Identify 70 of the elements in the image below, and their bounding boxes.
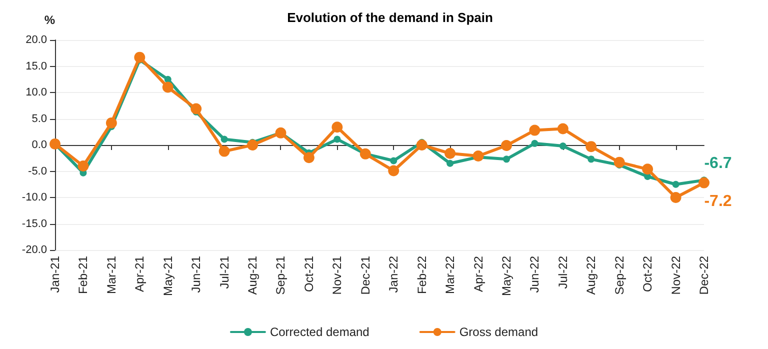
point <box>531 140 538 147</box>
point <box>614 156 625 168</box>
point <box>446 160 454 167</box>
x-tick-label: Jun-21 <box>189 256 204 293</box>
x-tick-label: Nov-22 <box>668 256 683 295</box>
data-label: -6.7 <box>704 155 732 172</box>
point <box>559 142 566 150</box>
point <box>218 146 230 157</box>
x-tick-label: Feb-21 <box>76 256 90 294</box>
y-tick-label: 0.0 <box>32 139 47 151</box>
x-tick-label: Mar-21 <box>104 256 118 294</box>
point <box>334 136 341 143</box>
y-tick-label: 5.0 <box>32 112 47 125</box>
y-tick-label: -5.0 <box>28 165 47 178</box>
x-tick-label: Dec-22 <box>697 256 711 295</box>
point <box>502 156 510 163</box>
x-tick-label: Jun-22 <box>528 256 542 293</box>
point <box>220 136 228 143</box>
data-label: -7.2 <box>704 192 732 210</box>
x-tick-label: Jan-22 <box>386 256 401 293</box>
point <box>303 152 314 164</box>
point <box>190 103 202 114</box>
x-tick-label: Feb-22 <box>414 256 429 294</box>
point <box>134 52 146 63</box>
point <box>529 124 540 136</box>
point <box>672 180 680 188</box>
y-axis-title: % <box>44 13 56 27</box>
x-tick-label: Oct-22 <box>640 256 655 292</box>
y-tick-label: -15.0 <box>22 218 47 230</box>
x-tick-label: Mar-22 <box>443 256 458 294</box>
y-tick-label: 15.0 <box>26 60 47 72</box>
x-tick-label: Oct-21 <box>302 256 316 292</box>
x-tick-label: Jul-21 <box>217 256 232 289</box>
point <box>390 157 398 164</box>
legend-label: Corrected demand <box>270 325 370 339</box>
y-tick-label: 20.0 <box>26 34 47 46</box>
point <box>416 140 428 150</box>
y-tick-label: -20.0 <box>22 244 47 256</box>
point <box>588 156 595 163</box>
y-tick-label: -10.0 <box>22 192 47 204</box>
x-tick-label: Jul-22 <box>556 256 570 289</box>
x-tick-label: Aug-21 <box>246 256 260 295</box>
chart-title: Evolution of the demand in Spain <box>287 10 493 25</box>
point <box>557 123 568 134</box>
point <box>388 165 400 176</box>
point <box>642 164 654 175</box>
x-tick-label: Dec-21 <box>358 256 372 295</box>
point <box>78 160 89 172</box>
x-tick-label: May-21 <box>160 256 175 296</box>
x-tick-label: Apr-22 <box>471 256 486 292</box>
point <box>332 122 343 133</box>
point <box>698 177 710 188</box>
point <box>670 192 682 203</box>
x-tick-label: Jan-21 <box>48 256 62 293</box>
point <box>500 140 512 152</box>
point <box>164 76 172 83</box>
point <box>586 141 597 152</box>
point <box>472 150 484 162</box>
point <box>247 140 258 150</box>
x-tick-label: Nov-21 <box>330 256 344 295</box>
x-tick-label: Aug-22 <box>584 256 598 295</box>
point <box>444 148 456 159</box>
y-tick-label: 10.0 <box>26 86 47 98</box>
point <box>106 117 117 128</box>
x-tick-label: Sep-21 <box>274 256 288 295</box>
point <box>162 82 174 93</box>
x-tick-label: May-22 <box>499 256 514 296</box>
x-tick-label: Sep-22 <box>612 256 626 295</box>
x-tick-label: Apr-21 <box>132 256 147 292</box>
legend-label: Gross demand <box>459 325 538 339</box>
